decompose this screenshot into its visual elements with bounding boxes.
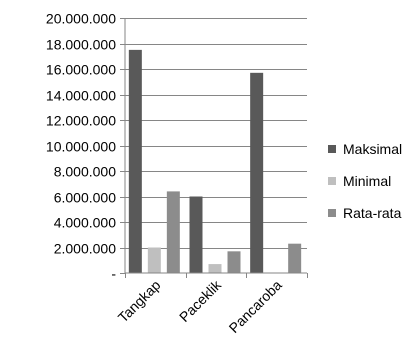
- legend-label-minimal: Minimal: [343, 173, 391, 189]
- y-tick-label: 4.000.000: [54, 215, 116, 231]
- y-tick-label: 12.000.000: [46, 113, 116, 129]
- legend-swatch-minimal: [328, 177, 336, 185]
- legend-swatch-maksimal: [328, 145, 336, 153]
- bar-rata-rata-tangkap: [166, 191, 180, 273]
- y-axis-tick-labels: - 2.000.000 4.000.000 6.000.000 8.000.000 10.…: [46, 11, 125, 282]
- bar-minimal-tangkap: [147, 247, 161, 273]
- x-axis-category-labels: Tangkap Paceklik Pancaroba: [115, 273, 308, 336]
- bar-maksimal-paceklik: [189, 196, 203, 273]
- y-tick-label: 6.000.000: [54, 190, 116, 206]
- x-category-label: Pancaroba: [226, 277, 285, 336]
- x-category-label: Tangkap: [115, 277, 164, 326]
- bar-rata-rata-paceklik: [227, 251, 241, 273]
- y-tick-label: 14.000.000: [46, 88, 116, 104]
- x-category-label: Paceklik: [176, 276, 225, 325]
- legend-label-rata-rata: Rata-rata: [343, 205, 402, 221]
- legend: Maksimal Minimal Rata-rata: [328, 141, 402, 221]
- y-tick-label: 16.000.000: [46, 62, 116, 78]
- bar-rata-rata-pancaroba: [288, 243, 302, 273]
- legend-label-maksimal: Maksimal: [343, 141, 402, 157]
- y-tick-label: 18.000.000: [46, 37, 116, 53]
- bar-minimal-paceklik: [208, 264, 222, 273]
- y-tick-label: 2.000.000: [54, 241, 116, 257]
- y-tick-label: -: [111, 266, 116, 282]
- legend-swatch-rata-rata: [328, 209, 336, 217]
- y-tick-label: 20.000.000: [46, 11, 116, 27]
- axes: [124, 18, 307, 274]
- bars: [128, 49, 302, 273]
- bar-maksimal-pancaroba: [250, 72, 264, 273]
- y-tick-label: 10.000.000: [46, 139, 116, 155]
- gridlines: [125, 18, 307, 249]
- bar-maksimal-tangkap: [128, 49, 142, 273]
- y-tick-label: 8.000.000: [54, 164, 116, 180]
